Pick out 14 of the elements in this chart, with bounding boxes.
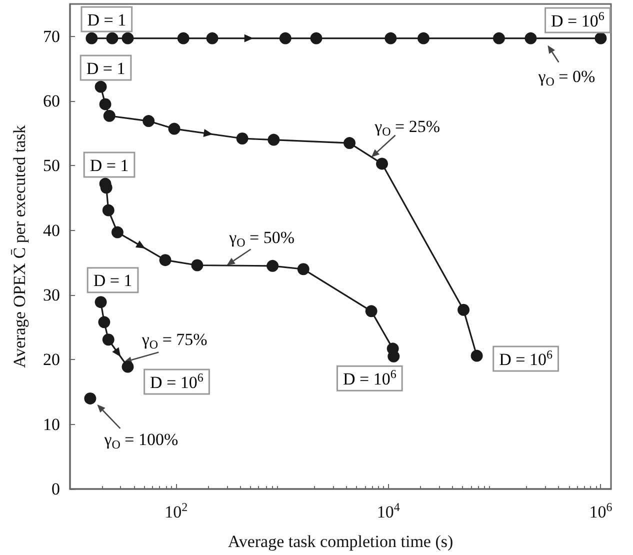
annotation: D = 1	[87, 10, 126, 30]
x-axis-title: Average task completion time (s)	[228, 532, 454, 551]
y-tick-label: 30	[43, 286, 60, 304]
y-tick-label: 20	[43, 350, 60, 370]
annotation: D = 1	[86, 58, 126, 78]
y-tick-label: 60	[43, 92, 60, 110]
annotation: D = 1	[93, 271, 132, 290]
y-tick-label: 10	[43, 414, 60, 434]
y-tick-label: 50	[43, 156, 60, 176]
y-tick-label: 0	[52, 480, 60, 498]
y-axis-title: Average OPEX C̄ per executed task	[10, 124, 29, 368]
y-tick-label: 40	[43, 220, 60, 240]
y-tick-label: 70	[43, 26, 60, 46]
annotation: D = 1	[90, 156, 129, 175]
